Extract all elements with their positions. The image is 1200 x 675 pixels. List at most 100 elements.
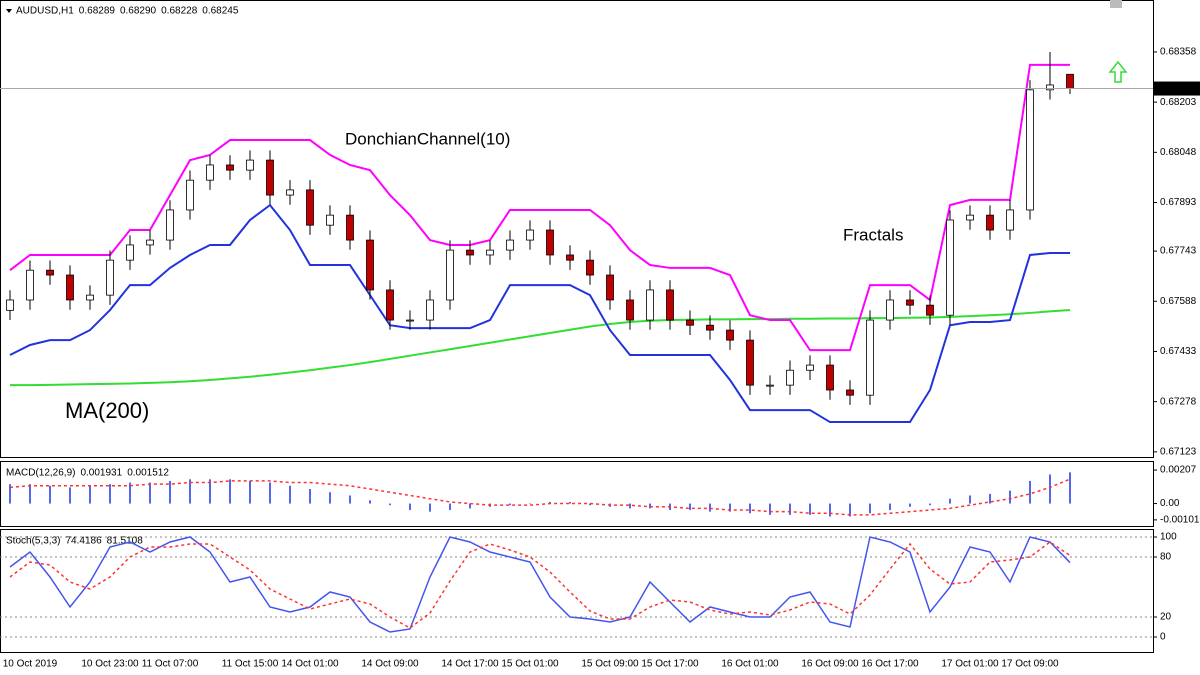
candle-body [186, 179, 194, 211]
candle-body [486, 249, 494, 256]
y-tick-label: 0.68048 [1160, 147, 1197, 158]
candle-body [926, 304, 934, 316]
chart-layer: 0.68358 0.68203 0.68048 0.67893 0.67743 0.675… [0, 6, 1200, 670]
candle-body [806, 364, 814, 371]
candle-body [26, 269, 34, 301]
candle-body [306, 189, 314, 226]
macd-bar [729, 503, 731, 512]
candle-body [226, 164, 234, 171]
macd-bar [749, 503, 751, 514]
header-text: AUDUSD,H1 [16, 6, 74, 17]
candle-body [366, 239, 374, 291]
candle-body [586, 259, 594, 276]
candle-body [286, 189, 294, 196]
macd-bar [129, 482, 131, 504]
donchian-lower [9, 203, 1070, 424]
candle-body [646, 289, 654, 321]
candle-body [686, 319, 694, 326]
x-tick-label: 14 Oct 01:00 [281, 659, 339, 670]
candle-body [606, 274, 614, 301]
macd-bar [289, 485, 291, 504]
candle-body [946, 219, 954, 316]
candle-body [1006, 209, 1014, 231]
candle-body [466, 249, 474, 256]
macd-bar [1069, 472, 1071, 504]
ma-label: MA(200) [65, 398, 149, 423]
x-tick-label: 16 Oct 01:00 [721, 659, 779, 670]
y-tick-label: 0.00 [1160, 498, 1180, 509]
macd-bar [209, 479, 211, 504]
macd-bar [349, 495, 351, 504]
y-tick-label: 0.67123 [1160, 446, 1197, 457]
stoch-header: 81.5108 [107, 536, 144, 547]
macd-bar [49, 485, 51, 504]
macd-bar [909, 503, 911, 507]
y-tick-label: 100 [1160, 532, 1177, 543]
x-tick-label: 17 Oct 01:00 [941, 659, 999, 670]
macd-panel [0, 461, 1154, 527]
candle-body [346, 214, 354, 241]
y-tick-label: 20 [1160, 612, 1172, 623]
stoch-line [9, 536, 1071, 633]
macd-bar [869, 503, 871, 514]
y-tick-label: -0.00101 [1160, 515, 1200, 526]
macd-bar [889, 503, 891, 511]
macd-bar [709, 503, 711, 512]
macd-bar [1009, 490, 1011, 504]
header-text: 0.68289 [79, 6, 116, 17]
macd-bar [809, 503, 811, 515]
x-tick-label: 10 Oct 23:00 [81, 659, 139, 670]
macd-header: 0.001931 [80, 468, 122, 479]
macd-bar [329, 492, 331, 504]
macd-bar [69, 487, 71, 504]
candle-body [786, 369, 794, 386]
annotation: Fractals [843, 225, 903, 244]
candle-body [846, 389, 854, 396]
macd-bar [989, 493, 991, 504]
candle-body [746, 339, 754, 386]
header-text: 0.68245 [202, 6, 239, 17]
macd-bar [169, 480, 171, 504]
x-tick-label: 11 Oct 15:00 [222, 659, 279, 670]
candle-body [66, 274, 74, 301]
y-tick-label: 0.00207 [1160, 465, 1197, 476]
menu-triangle [6, 9, 12, 13]
candle-body [1026, 89, 1034, 211]
x-tick-label: 14 Oct 09:00 [361, 659, 419, 670]
macd-bar [449, 503, 451, 511]
candle-body [666, 289, 674, 321]
macd-bar [629, 503, 631, 509]
macd-bar [89, 485, 91, 504]
macd-bar [409, 503, 411, 511]
candle-body [886, 299, 894, 321]
macd-bar [109, 484, 111, 504]
candle-body [986, 214, 994, 231]
candle-body [206, 164, 214, 181]
header-text: 0.68290 [120, 6, 157, 17]
y-tick-label: 0.67433 [1160, 346, 1197, 357]
macd-bar [309, 489, 311, 504]
candle-body [166, 209, 174, 241]
candle-body [406, 319, 414, 322]
macd-bar [949, 498, 951, 504]
candle-body [826, 364, 834, 391]
macd-bar [269, 482, 271, 504]
macd-bar [549, 501, 551, 504]
candle-body [86, 294, 94, 301]
x-tick-label: 17 Oct 09:00 [1001, 659, 1059, 670]
header-text: 0.68228 [161, 6, 198, 17]
y-tick-label: 80 [1160, 552, 1172, 563]
candle-body [46, 269, 54, 276]
x-tick-label: 14 Oct 17:00 [441, 659, 499, 670]
y-tick-label: 0.67588 [1160, 296, 1197, 307]
macd-bar [969, 495, 971, 504]
macd-bar [469, 503, 471, 509]
corner-mark [1110, 0, 1122, 8]
macd-bar [1029, 480, 1031, 504]
stoch-header: 74.4186 [65, 536, 102, 547]
x-tick-label: 10 Oct 2019 [3, 659, 58, 670]
price-label: 0.68245 [1158, 83, 1195, 94]
macd-header: 0.001512 [127, 468, 169, 479]
candle-body [866, 319, 874, 396]
candle-body [506, 239, 514, 251]
